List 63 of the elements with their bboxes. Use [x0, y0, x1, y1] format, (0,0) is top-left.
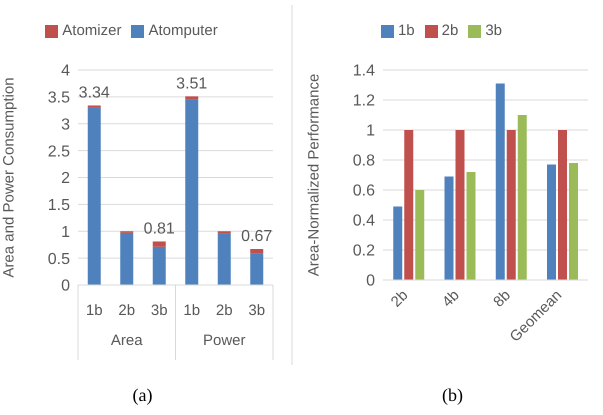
y-tick-label: 1 [366, 122, 376, 140]
bar [185, 100, 198, 285]
x-tick-label: 3b [248, 302, 266, 319]
y-tick-label: 0.4 [352, 212, 376, 230]
bar [152, 246, 166, 285]
bar [185, 96, 198, 100]
legend-label: 2b [442, 22, 458, 39]
bar [444, 176, 454, 280]
bar [152, 241, 166, 247]
bar [393, 206, 402, 280]
legend-label: Atomputer [148, 22, 218, 39]
x-tick-label: 2b [216, 302, 233, 319]
text: Area [110, 332, 144, 349]
bar [456, 130, 464, 280]
bar [496, 84, 505, 280]
x-tick-label: 2b [118, 302, 136, 319]
bar [518, 115, 527, 280]
bar [250, 248, 264, 254]
bar [120, 232, 134, 285]
x-tick-label: 1b [86, 302, 103, 319]
legend-label: Atomizer [62, 22, 122, 39]
y-tick-label: 0.2 [352, 242, 376, 260]
total-label: 0.67 [241, 228, 272, 245]
x-tick-label: 4b [438, 286, 463, 311]
text: (a) [132, 385, 154, 406]
y-axis-title: Area and Power Consumption [0, 77, 18, 278]
y-tick-label: 3 [61, 116, 70, 134]
y-tick-label: 2.5 [48, 143, 70, 160]
y-tick-label: 0.5 [48, 250, 70, 268]
bar [558, 130, 567, 280]
y-tick-label: 1.2 [352, 92, 376, 110]
bar [88, 108, 101, 285]
bar [506, 130, 516, 280]
total-label: 0.81 [144, 220, 175, 238]
x-tick-label: 1b [183, 302, 200, 319]
y-tick-label: 0 [61, 278, 70, 295]
y-tick-label: 4 [61, 62, 70, 80]
total-label: 3.34 [78, 84, 110, 102]
y-tick-label: 0.6 [352, 182, 376, 200]
total-label: 3.51 [176, 75, 208, 92]
bar [466, 172, 476, 280]
bar [250, 254, 264, 285]
x-tick-label: 8b [490, 286, 514, 311]
x-tick-label: 3b [150, 302, 168, 319]
text: (b) [441, 385, 464, 406]
legend-label: 3b [485, 22, 502, 39]
bar [88, 105, 101, 108]
bar [547, 164, 556, 280]
y-axis-title: Area-Normalized Performance [305, 74, 322, 276]
y-tick-label: 2 [61, 170, 70, 188]
bar [404, 130, 414, 280]
y-tick-label: 3.5 [48, 90, 70, 107]
bar [415, 190, 424, 280]
text: Power [202, 332, 247, 349]
bar [569, 163, 578, 280]
y-tick-label: 0 [366, 272, 376, 290]
y-tick-label: 1 [61, 224, 70, 241]
legend-label: 1b [398, 22, 415, 39]
bar [218, 233, 231, 285]
y-tick-label: 0.8 [352, 152, 376, 170]
y-tick-label: 1.5 [48, 197, 70, 214]
x-tick-label: 2b [388, 286, 412, 311]
y-tick-label: 1.4 [352, 62, 376, 80]
